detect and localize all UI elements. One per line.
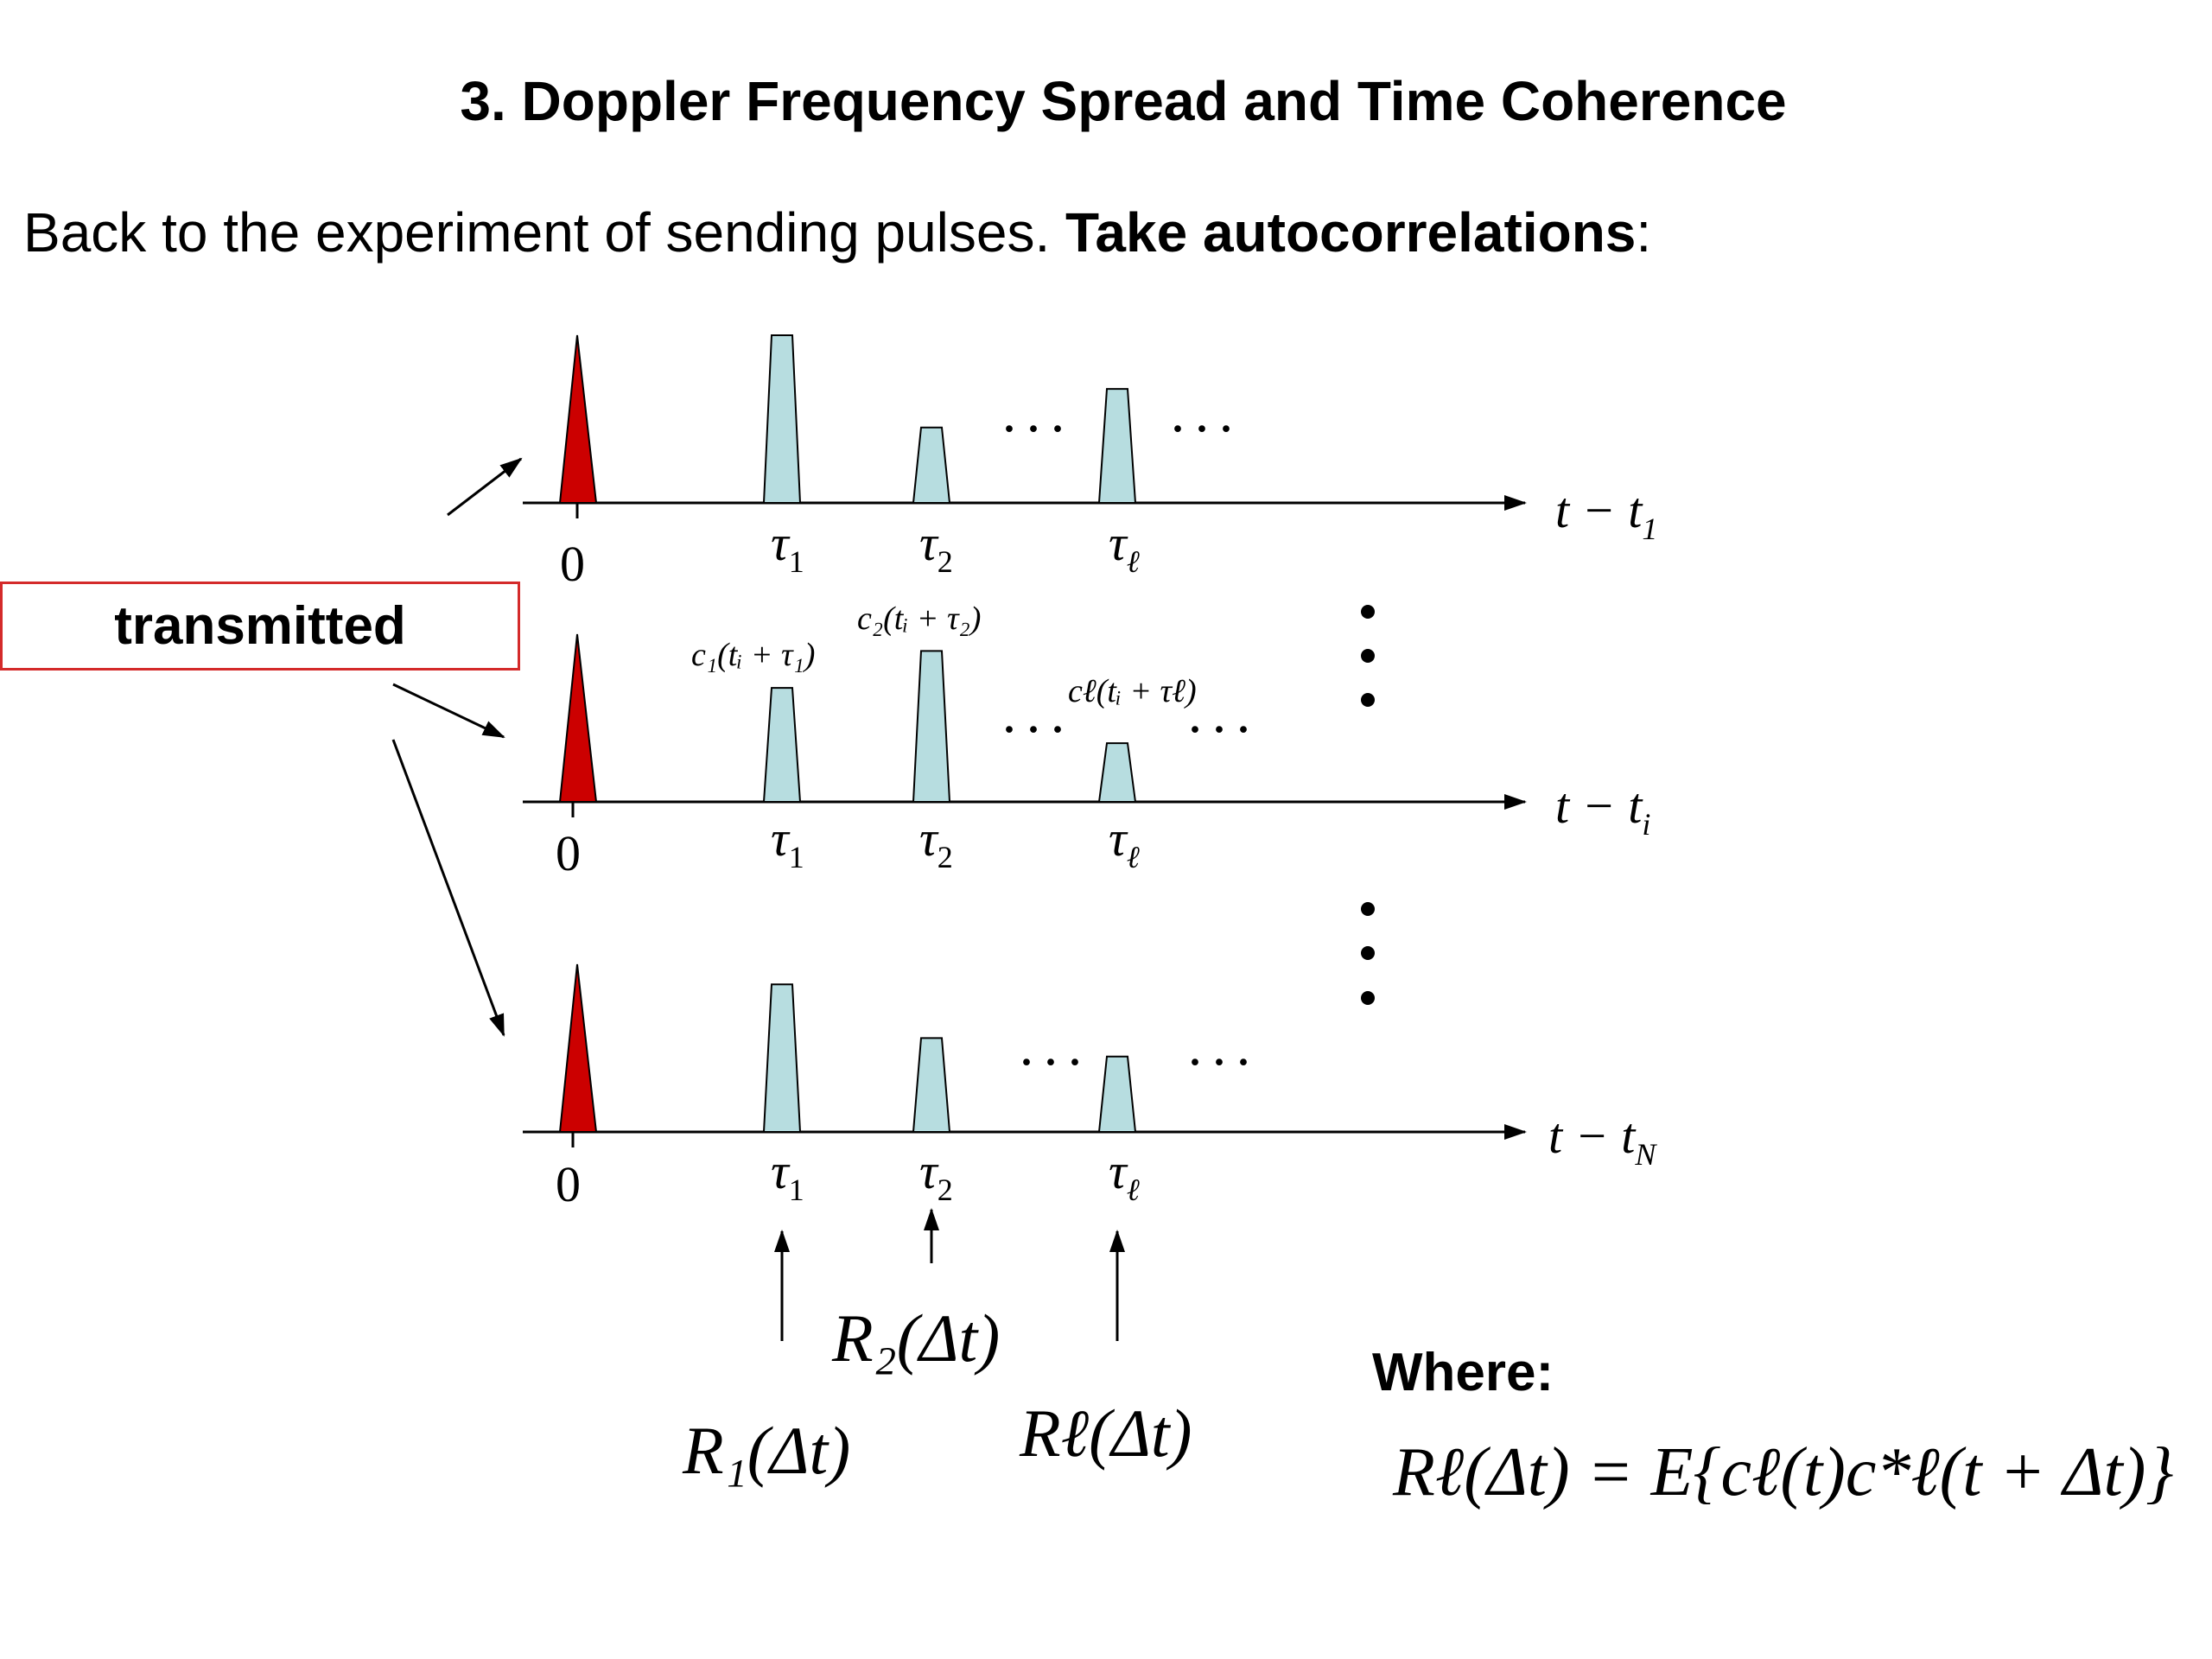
tau-symbol: τ <box>919 515 939 571</box>
echo-pulse-row-2-1 <box>762 687 802 803</box>
row-1 <box>523 495 1527 518</box>
vdot <box>1361 693 1375 707</box>
transmit-pulse-row-1 <box>558 334 598 504</box>
axis-label-row-1: t − t1 <box>1555 482 1657 546</box>
tau-l-row-1: τℓ <box>1109 515 1140 579</box>
vdot <box>1361 649 1375 663</box>
coef-label-1: c₁(tᵢ + τ₁) <box>691 637 815 673</box>
autocorrelation-labels: R₁(Δt) R₂(Δt) Rℓ(Δt) <box>682 1300 1192 1488</box>
echo-pulses <box>762 334 1137 1133</box>
arrow-to-row-2 <box>392 683 505 739</box>
tau-sub: 2 <box>938 544 953 579</box>
zero-label-row-3: 0 <box>556 1156 581 1212</box>
r1-label: R₁(Δt) <box>682 1413 850 1488</box>
echo-pulse-row-2-2 <box>912 650 951 803</box>
axis-text-row-2: t − t <box>1555 778 1643 834</box>
tau-1-row-2: τ1 <box>771 810 804 874</box>
axis-label-row-3: t − tN <box>1548 1108 1657 1172</box>
axis-label-row-2: t − ti <box>1555 778 1650 842</box>
tau-2-row-3: τ2 <box>919 1143 953 1207</box>
coefficient-labels: c₁(tᵢ + τ₁) c₂(tᵢ + τ₂) cℓ(tᵢ + τℓ) <box>691 601 1197 709</box>
axis-sub-row-1: 1 <box>1642 512 1657 546</box>
rl-label: Rℓ(Δt) <box>1019 1395 1192 1471</box>
axis-sub-row-2: i <box>1642 807 1650 842</box>
tau-sub: ℓ <box>1127 544 1140 579</box>
tau-labels: τ1 τ2 τℓ τ1 τ2 τℓ τ1 τ2 τℓ <box>771 515 1140 1207</box>
tau-symbol: τ <box>1109 810 1128 867</box>
echo-pulse-row-2-3 <box>1097 742 1137 803</box>
tau-sub: 2 <box>938 840 953 874</box>
echo-pulse-row-3-2 <box>912 1037 951 1133</box>
tau-symbol: τ <box>771 1143 791 1199</box>
page-title: 3. Doppler Frequency Spread and Time Coh… <box>460 70 1787 132</box>
vertical-ellipsis-2 <box>1361 902 1375 1005</box>
zero-labels: 0 0 0 <box>556 536 585 1212</box>
echo-pulse-row-3-1 <box>762 983 802 1133</box>
ellipsis-r2-b: · · · <box>1188 707 1250 753</box>
ellipsis-r1-b: · · · <box>1171 406 1233 452</box>
tau-sub: 1 <box>789 544 804 579</box>
tau-sub: ℓ <box>1127 1173 1140 1207</box>
where-label: Where: <box>1372 1343 1554 1402</box>
r2-label: R₂(Δt) <box>831 1300 1000 1376</box>
tau-sub: 2 <box>938 1173 953 1207</box>
tau-l-row-2: τℓ <box>1109 810 1140 874</box>
tau-sub: ℓ <box>1127 840 1140 874</box>
tau-symbol: τ <box>1109 515 1128 571</box>
tau-sub: 1 <box>789 840 804 874</box>
ellipsis-r1-a: · · · <box>1002 406 1065 452</box>
axis-text-row-3: t − t <box>1548 1108 1637 1164</box>
intro-bold: Take autocorrelations <box>1065 201 1637 264</box>
vdot <box>1361 946 1375 960</box>
tau-1-row-1: τ1 <box>771 515 804 579</box>
intro-colon: : <box>1636 201 1652 264</box>
ellipsis-r3-b: · · · <box>1188 1039 1250 1085</box>
tau-symbol: τ <box>771 810 791 867</box>
tau-2-row-2: τ2 <box>919 810 953 874</box>
vertical-ellipsis-1 <box>1361 605 1375 707</box>
echo-pulse-row-3-3 <box>1097 1055 1137 1133</box>
ellipsis-r2-a: · · · <box>1002 707 1065 753</box>
axis-text-row-1: t − t <box>1555 482 1643 538</box>
transmitted-box: transmitted <box>0 582 520 671</box>
ellipses: · · · · · · · · · · · · · · · · · · <box>1002 406 1250 1085</box>
intro-text: Back to the experiment of sending pulses… <box>23 200 1651 264</box>
vdot <box>1361 902 1375 916</box>
arrow-to-row-3 <box>391 739 505 1037</box>
vdot <box>1361 991 1375 1005</box>
ellipsis-r3-a: · · · <box>1020 1039 1082 1085</box>
transmitted-label: transmitted <box>114 596 406 656</box>
coef-label-2: c₂(tᵢ + τ₂) <box>857 601 981 637</box>
echo-pulse-row-1-2 <box>912 426 951 504</box>
transmit-pulse-row-2 <box>558 633 598 803</box>
vdot <box>1361 605 1375 619</box>
arrow-to-row-1 <box>447 457 523 517</box>
axis-sub-row-3: N <box>1634 1137 1657 1172</box>
tau-symbol: τ <box>919 810 939 867</box>
intro-plain: Back to the experiment of sending pulses… <box>23 201 1066 264</box>
tau-l-row-3: τℓ <box>1109 1143 1140 1207</box>
echo-pulse-row-1-1 <box>762 334 802 504</box>
echo-pulse-row-1-3 <box>1097 388 1137 504</box>
axis-labels: t − t1 t − ti t − tN <box>1548 482 1657 1172</box>
autocorrelation-formula: Rℓ(Δt) = E{cℓ(t)c*ℓ(t + Δt)} <box>1392 1434 2173 1510</box>
row-2 <box>523 794 1527 817</box>
transmit-pulse-row-3 <box>558 963 598 1133</box>
tau-2-row-1: τ2 <box>919 515 953 579</box>
coef-label-l: cℓ(tᵢ + τℓ) <box>1068 673 1197 709</box>
zero-label-row-2: 0 <box>556 825 581 881</box>
tau-symbol: τ <box>919 1143 939 1199</box>
tau-symbol: τ <box>1109 1143 1128 1199</box>
tau-symbol: τ <box>771 515 791 571</box>
zero-label-row-1: 0 <box>560 536 585 592</box>
tau-1-row-3: τ1 <box>771 1143 804 1207</box>
tau-sub: 1 <box>789 1173 804 1207</box>
row-3 <box>523 1124 1527 1147</box>
